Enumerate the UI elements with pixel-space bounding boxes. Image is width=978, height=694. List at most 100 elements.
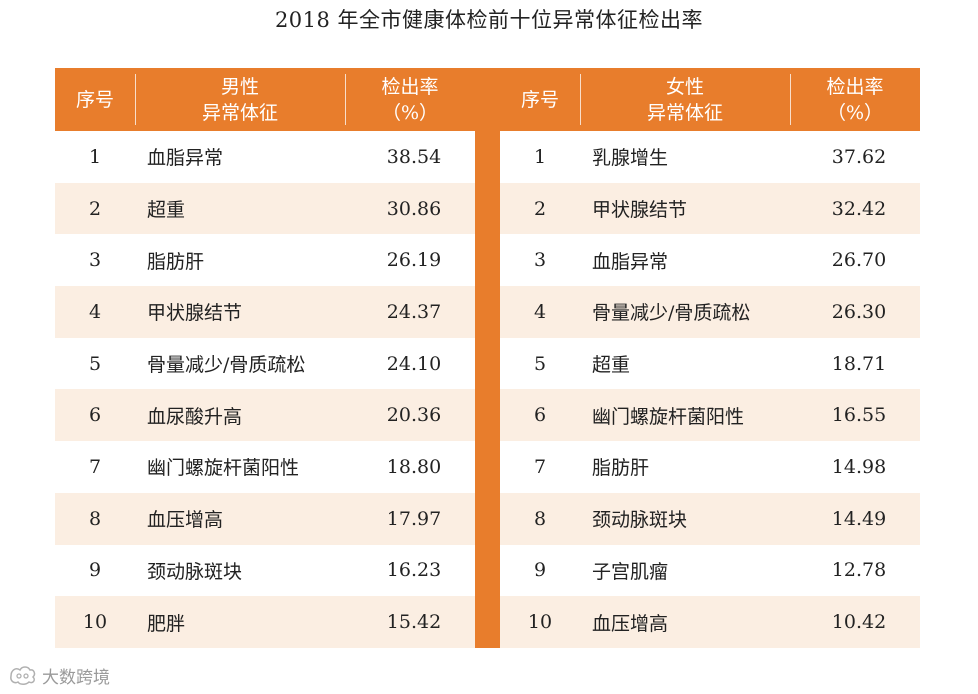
- row-index: 4: [88, 300, 102, 323]
- row-sign: 脂肪肝: [147, 250, 205, 273]
- male-header-rate: 检出率 （%）: [345, 68, 475, 131]
- table-row: 5 超重 18.71: [500, 338, 920, 390]
- row-sign: 血脂异常: [592, 250, 669, 273]
- table-row: 3 脂肪肝 26.19: [55, 234, 475, 286]
- row-rate: 32.42: [831, 197, 887, 220]
- row-rate: 26.70: [831, 249, 887, 272]
- table-row: 1 乳腺增生 37.62: [500, 131, 920, 183]
- row-sign: 超重: [592, 354, 631, 377]
- row-index: 6: [533, 404, 547, 427]
- row-sign: 血压增高: [147, 509, 224, 532]
- row-rate: 16.55: [831, 404, 887, 427]
- table-row: 3 血脂异常 26.70: [500, 234, 920, 286]
- row-sign: 乳腺增生: [592, 147, 669, 170]
- female-header-name-line1: 女性: [665, 75, 704, 98]
- page-title: 2018 年全市健康体检前十位异常体征检出率: [274, 8, 704, 32]
- male-header-name-line1: 男性: [220, 75, 259, 98]
- row-rate: 16.23: [386, 559, 442, 582]
- row-sign: 颈动脉斑块: [147, 560, 243, 583]
- table-row: 4 甲状腺结节 24.37: [55, 286, 475, 338]
- table-row: 2 超重 30.86: [55, 182, 475, 235]
- table-row: 2 甲状腺结节 32.42: [500, 182, 920, 235]
- row-sign: 脂肪肝: [592, 457, 650, 480]
- female-header-rate-line1: 检出率: [826, 75, 884, 98]
- row-rate: 15.42: [386, 611, 442, 634]
- row-sign: 血压增高: [592, 612, 669, 635]
- table-row: 7 脂肪肝 14.98: [500, 441, 920, 493]
- female-header-index: 序号: [500, 68, 580, 131]
- watermark-text: 大数跨境: [42, 667, 110, 688]
- row-sign: 幽门螺旋杆菌阳性: [147, 457, 300, 480]
- row-rate: 30.86: [386, 197, 442, 220]
- row-rate: 17.97: [386, 507, 442, 530]
- row-rate: 10.42: [831, 611, 887, 634]
- row-index: 10: [527, 611, 553, 634]
- table-row: 9 颈动脉斑块 16.23: [55, 545, 475, 597]
- female-table-header: 序号 女性 异常体征 检出率 （%）: [500, 68, 920, 131]
- row-sign: 颈动脉斑块: [592, 509, 688, 532]
- row-index: 4: [533, 300, 547, 323]
- center-divider: [475, 68, 500, 648]
- watermark-logo-icon: [8, 664, 38, 686]
- row-index: 6: [88, 404, 102, 427]
- table-row: 10 肥胖 15.42: [55, 596, 475, 648]
- row-index: 8: [88, 507, 102, 530]
- row-index: 7: [88, 455, 102, 478]
- row-index: 9: [88, 559, 102, 582]
- row-sign: 幽门螺旋杆菌阳性: [592, 405, 745, 428]
- female-header-name: 女性 异常体征: [580, 68, 790, 131]
- row-sign: 甲状腺结节: [592, 199, 688, 222]
- table-row: 1 血脂异常 38.54: [55, 131, 475, 183]
- row-index: 3: [88, 249, 102, 272]
- table-row: 6 血尿酸升高 20.36: [55, 389, 475, 442]
- female-header-rate: 检出率 （%）: [790, 68, 920, 131]
- row-rate: 20.36: [386, 404, 442, 427]
- row-rate: 26.19: [386, 249, 442, 272]
- row-sign: 甲状腺结节: [147, 302, 243, 325]
- male-header-rate-line2: （%）: [381, 101, 439, 124]
- row-rate: 14.98: [831, 455, 887, 478]
- row-sign: 骨量减少/骨质疏松: [147, 354, 306, 377]
- male-header-index-label: 序号: [75, 88, 114, 111]
- female-table: 序号 女性 异常体征 检出率 （%） 1 乳腺增生 37.62 2 甲状腺结节 …: [500, 68, 920, 648]
- row-sign: 子宫肌瘤: [592, 560, 669, 583]
- row-index: 7: [533, 455, 547, 478]
- female-header-name-line2: 异常体征: [646, 101, 723, 124]
- row-sign: 血尿酸升高: [147, 405, 243, 428]
- female-header-rate-line2: （%）: [826, 101, 884, 124]
- table-row: 7 幽门螺旋杆菌阳性 18.80: [55, 441, 475, 493]
- row-index: 2: [88, 197, 102, 220]
- row-rate: 24.37: [386, 300, 442, 323]
- male-table: 序号 男性 异常体征 检出率 （%） 1 血脂异常 38.54 2 超重 30.…: [55, 68, 475, 648]
- row-rate: 24.10: [386, 352, 442, 375]
- row-index: 8: [533, 507, 547, 530]
- row-sign: 血脂异常: [147, 147, 224, 170]
- row-sign: 超重: [147, 199, 186, 222]
- row-rate: 18.71: [831, 352, 887, 375]
- male-table-body: 1 血脂异常 38.54 2 超重 30.86 3 脂肪肝 26.19 4 甲状…: [55, 131, 475, 648]
- watermark: 大数跨境: [8, 662, 110, 688]
- table-row: 8 血压增高 17.97: [55, 492, 475, 545]
- male-table-header: 序号 男性 异常体征 检出率 （%）: [55, 68, 475, 131]
- male-header-rate-line1: 检出率: [381, 75, 439, 98]
- row-index: 1: [88, 145, 102, 168]
- table-row: 4 骨量减少/骨质疏松 26.30: [500, 286, 920, 338]
- row-rate: 38.54: [386, 145, 442, 168]
- table-row: 6 幽门螺旋杆菌阳性 16.55: [500, 389, 920, 442]
- table-row: 10 血压增高 10.42: [500, 596, 920, 648]
- row-index: 2: [533, 197, 547, 220]
- row-rate: 37.62: [831, 145, 887, 168]
- male-header-index: 序号: [55, 68, 135, 131]
- table-row: 5 骨量减少/骨质疏松 24.10: [55, 338, 475, 390]
- row-index: 5: [533, 352, 547, 375]
- row-sign: 骨量减少/骨质疏松: [592, 302, 751, 325]
- row-index: 10: [82, 611, 108, 634]
- male-header-name-line2: 异常体征: [201, 101, 278, 124]
- male-header-name: 男性 异常体征: [135, 68, 345, 131]
- row-index: 9: [533, 559, 547, 582]
- row-rate: 14.49: [831, 507, 887, 530]
- table-row: 8 颈动脉斑块 14.49: [500, 492, 920, 545]
- row-index: 1: [533, 145, 547, 168]
- row-rate: 12.78: [831, 559, 887, 582]
- table-row: 9 子宫肌瘤 12.78: [500, 545, 920, 597]
